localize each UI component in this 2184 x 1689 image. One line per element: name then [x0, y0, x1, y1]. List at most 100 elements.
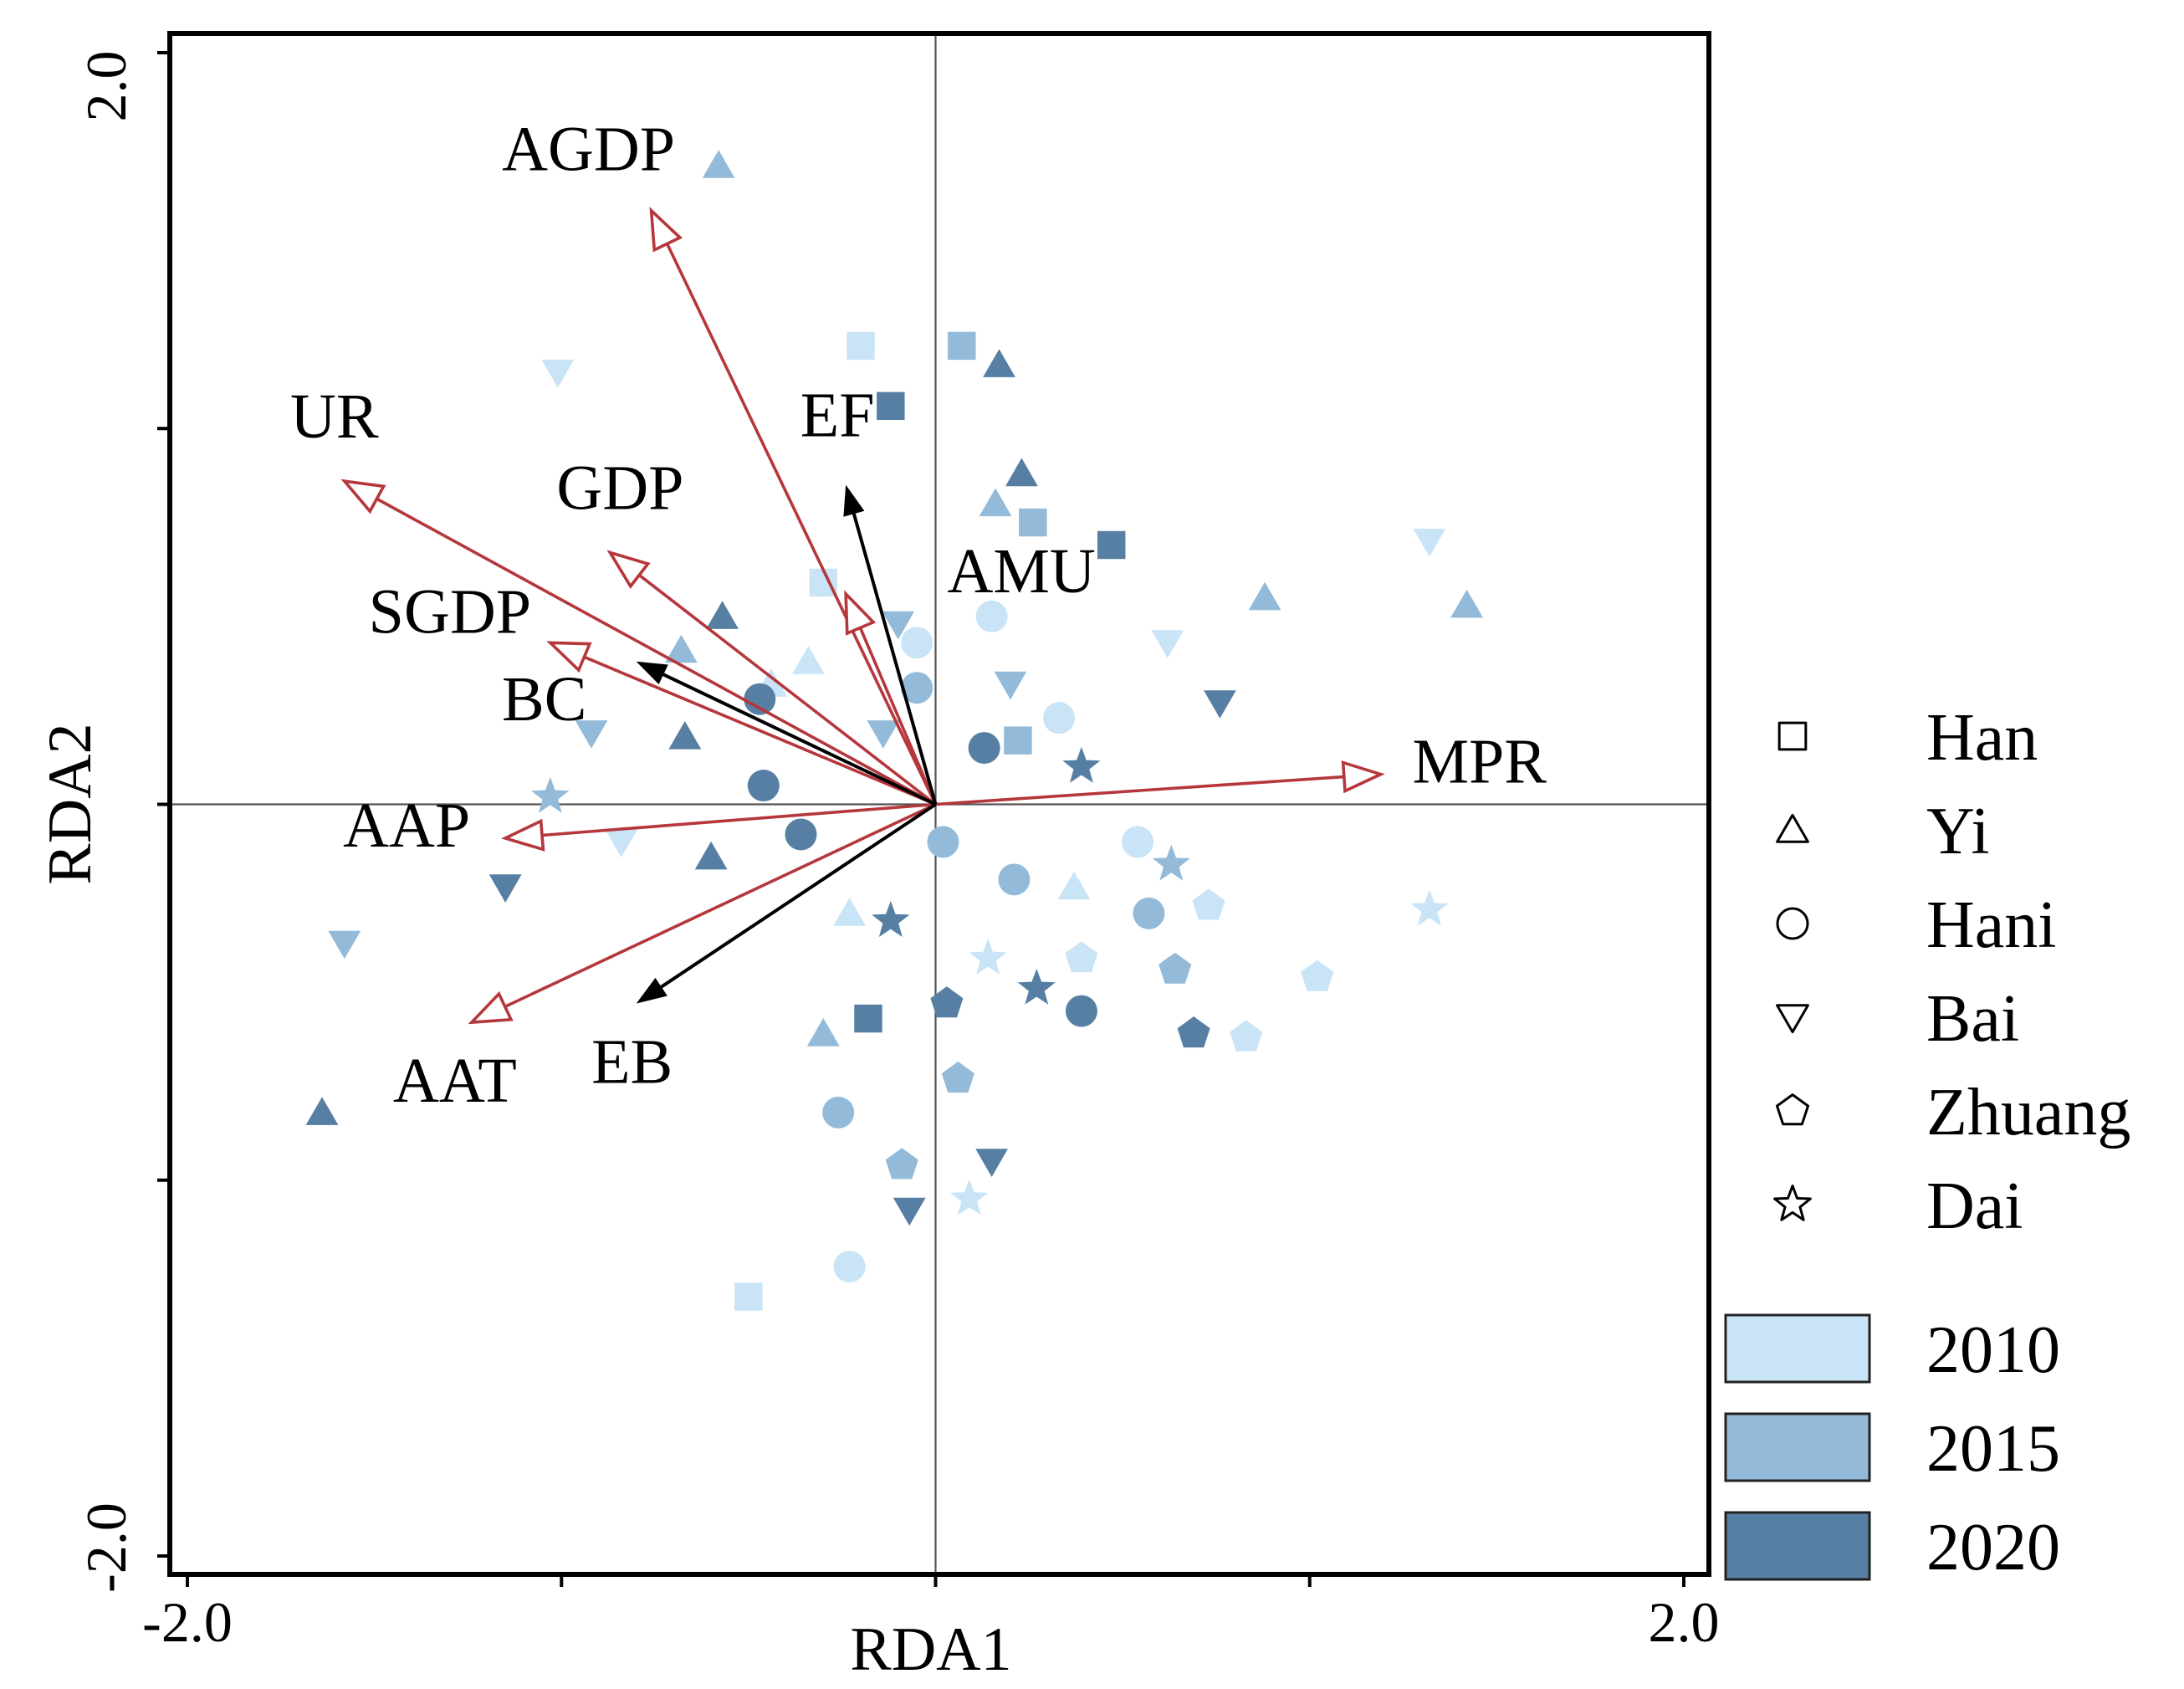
point-yi-2015: [1450, 589, 1483, 618]
point-yi-2020: [694, 841, 728, 870]
point-zhuang-2010: [1065, 941, 1098, 973]
point-hani-2015: [927, 826, 959, 858]
y-tick-label: -2.0: [74, 1502, 138, 1593]
point-han-2015: [1019, 508, 1047, 537]
point-yi-2020: [983, 349, 1015, 377]
point-yi-2015: [665, 634, 698, 663]
point-dai-2020: [872, 901, 910, 937]
vector-label-eb: EB: [591, 1027, 673, 1098]
vector-aap-arrowhead: [501, 818, 545, 852]
point-dai-2020: [1062, 746, 1101, 783]
point-yi-2010: [833, 898, 866, 926]
point-bai-2015: [575, 720, 608, 749]
point-yi-2010: [792, 646, 825, 674]
point-zhuang-2015: [941, 1061, 974, 1093]
point-yi-2020: [305, 1097, 339, 1125]
legend-label-han: Han: [1926, 701, 2038, 775]
legend-dai-icon: [1773, 1185, 1812, 1221]
vector-label-aat: AAT: [393, 1046, 517, 1116]
legend-year-2020-swatch: [1724, 1511, 1871, 1581]
point-han-2010: [846, 331, 875, 361]
legend-label-yi: Yi: [1926, 795, 1990, 868]
vector-label-bc: BC: [502, 664, 586, 734]
vector-aap-line: [541, 802, 936, 837]
legend-label-dai: Dai: [1926, 1170, 2023, 1243]
x-tick-label: -2.0: [142, 1590, 233, 1654]
legend-year-2010-swatch: [1724, 1313, 1871, 1384]
point-bai-2010: [1151, 630, 1184, 658]
point-hani-2010: [833, 1251, 866, 1283]
point-yi-2020: [668, 721, 702, 750]
point-hani-2010: [975, 600, 1008, 632]
vector-label-sgdp: SGDP: [369, 576, 531, 647]
point-yi-2020: [706, 601, 739, 629]
vector-ef-line: [852, 513, 938, 806]
point-zhuang-2020: [930, 986, 964, 1018]
point-hani-2015: [1133, 897, 1165, 929]
legend-label-zhuang: Zhuang: [1926, 1076, 2130, 1149]
point-bai-2015: [882, 611, 915, 640]
point-zhuang-2020: [1177, 1016, 1210, 1048]
point-dai-2010: [950, 1179, 989, 1216]
vector-ef-arrowhead: [843, 484, 865, 517]
point-hani-2010: [1122, 826, 1154, 858]
point-dai-2020: [1017, 968, 1056, 1005]
point-bai-2010: [605, 829, 638, 857]
point-yi-2015: [979, 488, 1012, 517]
point-han-2010: [734, 1282, 763, 1311]
point-bai-2020: [893, 1197, 926, 1226]
point-hani-2020: [744, 683, 776, 715]
vector-agdp-arrowhead: [649, 207, 683, 253]
legend-year-2015-swatch: [1724, 1412, 1871, 1482]
point-bai-2010: [541, 359, 575, 388]
point-zhuang-2015: [1158, 952, 1192, 984]
axes: -2.0 2.0 2.0 -2.0: [74, 51, 1720, 1655]
point-bai-2020: [488, 874, 522, 903]
vector-label-ur: UR: [290, 381, 379, 452]
vector-eb-arrowhead: [636, 977, 667, 1004]
point-bai-2015: [328, 930, 361, 960]
vector-sgdp-line: [583, 655, 937, 806]
vector-aat-line: [504, 802, 937, 1008]
vector-label-mpr: MPR: [1412, 727, 1547, 797]
vector-arrows: AGDP UR GDP SGDP AMU AAP AAT MPR EF BC EB: [290, 115, 1547, 1116]
point-zhuang-2015: [885, 1148, 918, 1180]
point-hani-2010: [901, 627, 933, 659]
legend-zhuang-icon: [1776, 1093, 1809, 1126]
legend: Han Yi Hani Bai Zhuang Dai 2010 2015 2020: [1724, 701, 2130, 1584]
vector-label-amu: AMU: [947, 536, 1095, 607]
point-dai-2015: [531, 776, 570, 813]
vector-ur-arrowhead: [340, 479, 386, 514]
vector-ur-line: [376, 497, 937, 806]
point-han-2020: [854, 1004, 882, 1033]
vector-mpr-line: [935, 775, 1344, 806]
point-han-2020: [1097, 530, 1126, 560]
point-hani-2015: [822, 1096, 855, 1129]
point-han-2015: [1004, 726, 1032, 755]
point-hani-2020: [1065, 995, 1097, 1027]
legend-bai-icon: [1776, 1004, 1809, 1034]
point-zhuang-2010: [1192, 888, 1225, 920]
vector-agdp-line: [665, 243, 938, 806]
sample-points: [305, 150, 1483, 1311]
point-hani-2015: [901, 672, 933, 704]
vector-label-ef: EF: [800, 381, 875, 451]
vector-bc-arrowhead: [636, 661, 668, 685]
point-dai-2010: [1410, 889, 1449, 926]
legend-year-2020-label: 2020: [1926, 1511, 2060, 1584]
point-yi-2015: [1248, 581, 1281, 611]
point-zhuang-2010: [1301, 960, 1334, 991]
y-tick-label: 2.0: [74, 51, 138, 122]
vector-aat-arrowhead: [468, 990, 514, 1025]
point-bai-2015: [994, 671, 1027, 700]
point-bai-2020: [1204, 690, 1236, 719]
point-hani-2010: [1043, 702, 1076, 734]
legend-hani-icon: [1776, 907, 1809, 940]
point-yi-2015: [806, 1017, 840, 1047]
vector-eb-line: [660, 802, 937, 989]
point-yi-2015: [702, 150, 735, 178]
point-hani-2020: [785, 818, 817, 851]
legend-year-2015-label: 2015: [1926, 1412, 2060, 1486]
